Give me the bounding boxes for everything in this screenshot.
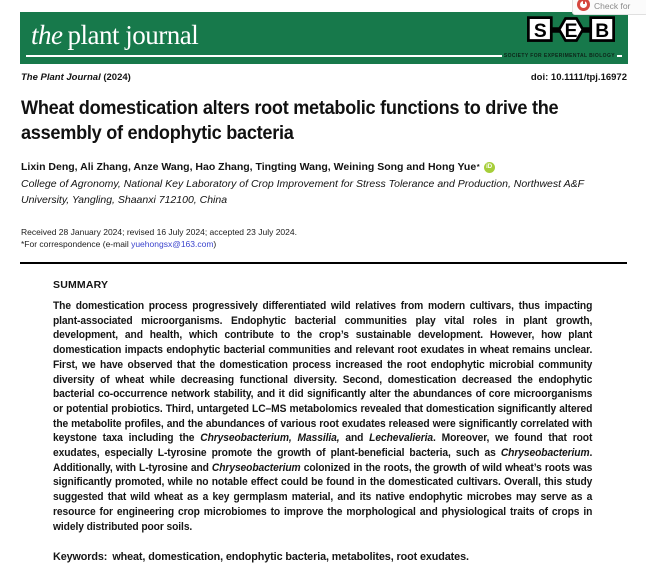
keywords-line: Keywords: wheat, domestication, endophyti…	[53, 551, 593, 563]
journal-citation: The Plant Journal (2024)	[21, 72, 131, 83]
summary-heading: SUMMARY	[53, 279, 109, 291]
seb-logo: S E B	[527, 16, 615, 42]
keywords-label: Keywords:	[53, 551, 108, 563]
correspondence-line: *For correspondence (e-mail yuehongsx@16…	[21, 239, 216, 249]
seb-letter-b: B	[595, 21, 609, 42]
seb-letter-s: S	[534, 21, 547, 42]
tagline-dash-right	[617, 55, 622, 57]
journal-logo-title: the plant journal	[31, 20, 199, 50]
article-history: Received 28 January 2024; revised 16 Jul…	[21, 227, 297, 237]
journal-citation-year: (2024)	[100, 72, 131, 83]
journal-masthead: the plant journal S E B SOCIETY FOR EXPER…	[20, 12, 628, 64]
seb-tagline: SOCIETY FOR EXPERIMENTAL BIOLOGY	[494, 52, 622, 60]
correspondence-suffix: )	[213, 239, 217, 249]
seb-letter-e: E	[565, 21, 578, 42]
journal-citation-name: The Plant Journal	[21, 72, 101, 83]
masthead-rule	[26, 55, 502, 57]
journal-logo-name: plant journal	[67, 20, 199, 50]
tagline-dash-left	[494, 55, 502, 57]
summary-paragraph: The domestication process progressively …	[53, 300, 593, 533]
correspondence-prefix: *For correspondence (e-mail	[21, 239, 132, 249]
doi-text: doi: 10.1111/tpj.16972	[530, 72, 627, 83]
check-for-updates-badge[interactable]: Check for	[572, 0, 646, 15]
crossmark-label: Check for	[594, 1, 631, 11]
author-names: Lixin Deng, Ali Zhang, Anze Wang, Hao Zh…	[21, 161, 477, 173]
orcid-icon[interactable]: iD	[483, 161, 495, 173]
seb-tagline-text: SOCIETY FOR EXPERIMENTAL BIOLOGY	[503, 53, 615, 59]
journal-info-line: The Plant Journal (2024) doi: 10.1111/tp…	[21, 72, 627, 83]
summary-divider-rule	[20, 262, 627, 264]
author-list: Lixin Deng, Ali Zhang, Anze Wang, Hao Zh…	[21, 161, 495, 173]
journal-logo-the: the	[31, 20, 63, 50]
keywords-values: wheat, domestication, endophytic bacteri…	[112, 551, 469, 563]
crossmark-icon	[577, 0, 590, 11]
correspondence-email-link[interactable]: yuehongsx@163.com	[131, 239, 214, 249]
article-title: Wheat domestication alters root metaboli…	[21, 97, 559, 144]
affiliation: College of Agronomy, National Key Labora…	[21, 178, 584, 206]
